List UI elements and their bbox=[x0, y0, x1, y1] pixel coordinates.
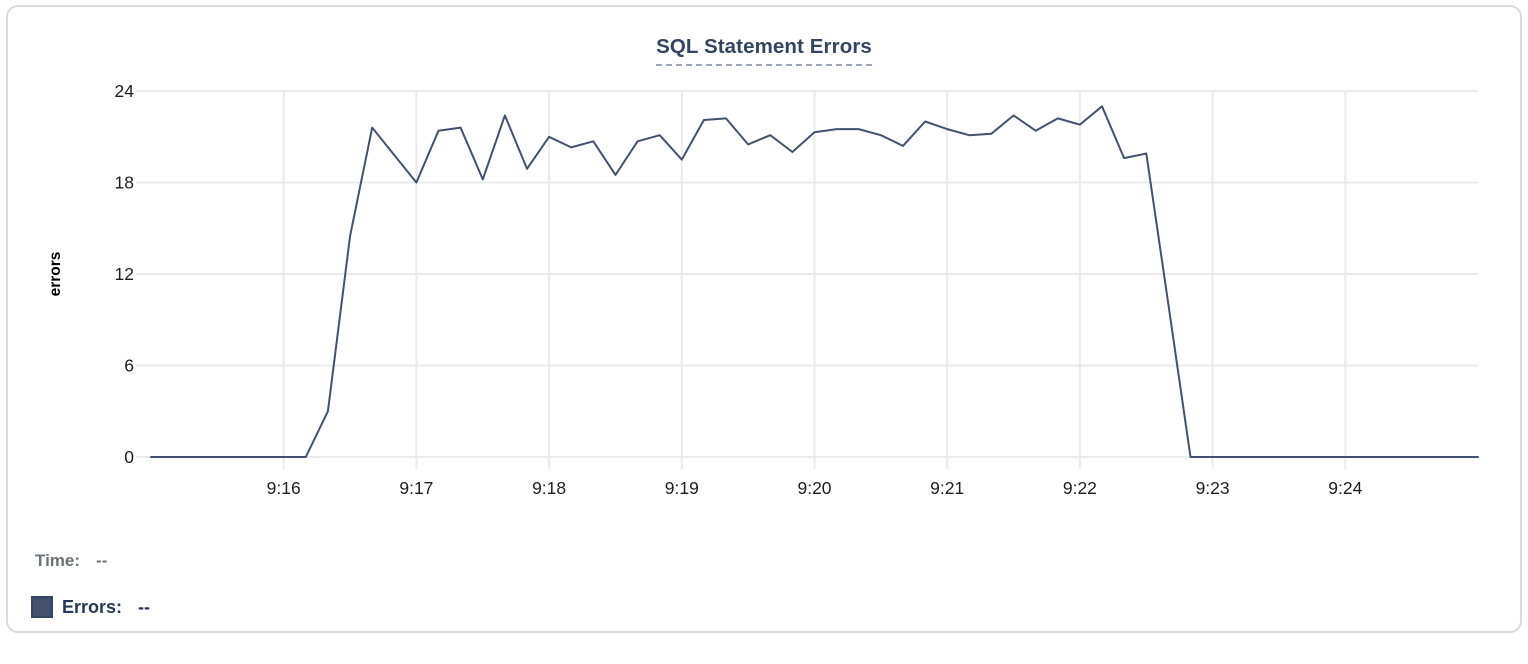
y-axis-title: errors bbox=[47, 252, 64, 297]
x-tick-label: 9:16 bbox=[267, 478, 301, 498]
y-tick-label: 6 bbox=[124, 356, 134, 376]
legend-errors-row: Errors: -- bbox=[31, 596, 150, 618]
chart-card: SQL Statement Errors 0 6 12 18 24 9:16 9:17 9:1… bbox=[6, 5, 1522, 633]
x-tick-label: 9:20 bbox=[797, 478, 831, 498]
x-tick-label: 9:22 bbox=[1063, 478, 1097, 498]
legend-time-value: -- bbox=[96, 551, 108, 570]
x-tick-label: 9:23 bbox=[1196, 478, 1230, 498]
x-tick-label: 9:19 bbox=[665, 478, 699, 498]
chart-header: SQL Statement Errors bbox=[8, 35, 1520, 66]
errors-series-line bbox=[150, 105, 1479, 458]
x-tick-label: 9:24 bbox=[1328, 478, 1362, 498]
y-tick-label: 0 bbox=[124, 447, 134, 467]
errors-series-swatch-icon bbox=[31, 596, 53, 618]
x-tick-label: 9:18 bbox=[532, 478, 566, 498]
chart-canvas[interactable]: 0 6 12 18 24 9:16 9:17 9:18 9:19 9:20 9:21 9:22 9:23… bbox=[8, 7, 1528, 659]
y-tick-label: 18 bbox=[115, 173, 134, 193]
legend-time-row: Time: -- bbox=[35, 551, 107, 571]
x-tick-label: 9:17 bbox=[399, 478, 433, 498]
y-tick-label: 24 bbox=[115, 81, 135, 101]
legend-errors-label: Errors: bbox=[62, 596, 123, 617]
y-tick-label: 12 bbox=[115, 264, 134, 284]
x-tick-label: 9:21 bbox=[930, 478, 964, 498]
legend-time-label: Time: bbox=[35, 551, 81, 570]
legend-errors-value: -- bbox=[138, 596, 151, 617]
chart-title[interactable]: SQL Statement Errors bbox=[656, 35, 872, 66]
